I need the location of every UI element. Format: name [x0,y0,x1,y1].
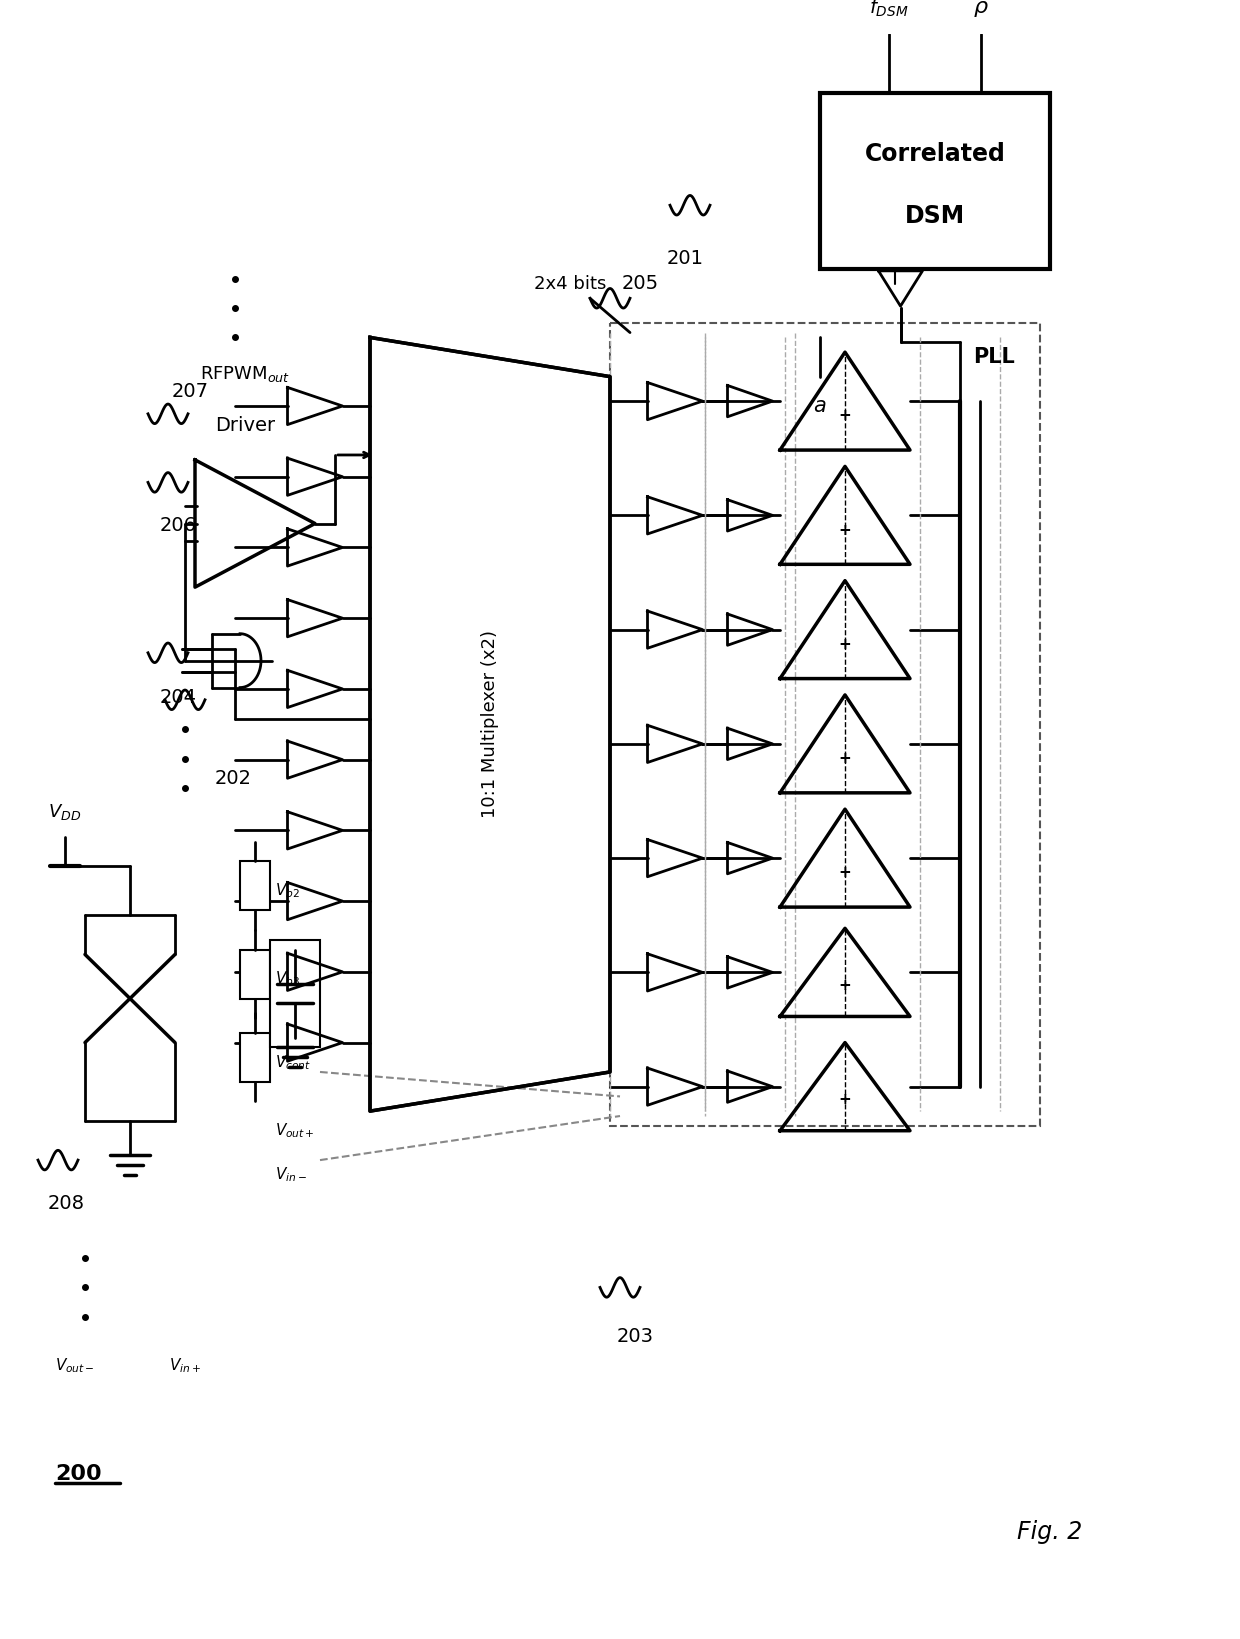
Text: +: + [838,1092,852,1108]
Bar [241,949,270,998]
Text: +: + [838,408,852,423]
Text: $V_{in-}$: $V_{in-}$ [275,1165,308,1183]
Text: PLL: PLL [973,347,1016,367]
Text: 208: 208 [48,1195,86,1213]
Text: 2x4 bits: 2x4 bits [533,275,606,293]
Text: 10:1 Multiplexer (x2): 10:1 Multiplexer (x2) [481,631,498,818]
Text: $V_{cont}$: $V_{cont}$ [275,1052,311,1072]
Text: RFPWM$_{out}$: RFPWM$_{out}$ [200,364,290,385]
Text: $V_{DD}$: $V_{DD}$ [48,801,82,823]
Text: $V_{out+}$: $V_{out+}$ [275,1121,315,1141]
Text: +: + [838,638,852,652]
Bar [610,323,1040,1126]
Text: 202: 202 [215,769,252,788]
Text: 201: 201 [667,249,703,269]
Text: a: a [813,397,826,416]
Text: +: + [838,978,852,993]
Text: 200: 200 [55,1464,102,1483]
Text: DSM: DSM [905,203,965,228]
Text: $V_{b3}$: $V_{b3}$ [275,970,300,988]
Bar [241,862,270,910]
Bar [270,939,320,1047]
Text: 205: 205 [621,274,658,293]
Text: Correlated: Correlated [864,143,1006,166]
Text: $V_{b2}$: $V_{b2}$ [275,882,300,900]
Polygon shape [370,338,610,1111]
Bar [820,93,1050,269]
Text: 207: 207 [171,382,208,402]
Text: $V_{in+}$: $V_{in+}$ [169,1355,201,1375]
Text: +: + [838,523,852,538]
Text: $f_{DSM}$: $f_{DSM}$ [869,0,909,20]
Text: 203: 203 [616,1326,653,1346]
Text: $V_{out-}$: $V_{out-}$ [55,1355,95,1375]
Bar [241,1033,270,1082]
Text: +: + [838,751,852,765]
Text: 206: 206 [160,516,196,534]
Text: +: + [838,865,852,880]
Text: Driver: Driver [215,416,275,436]
Text: $\rho$: $\rho$ [973,0,990,20]
Text: Fig. 2: Fig. 2 [1017,1521,1083,1544]
Text: 204: 204 [160,688,196,706]
